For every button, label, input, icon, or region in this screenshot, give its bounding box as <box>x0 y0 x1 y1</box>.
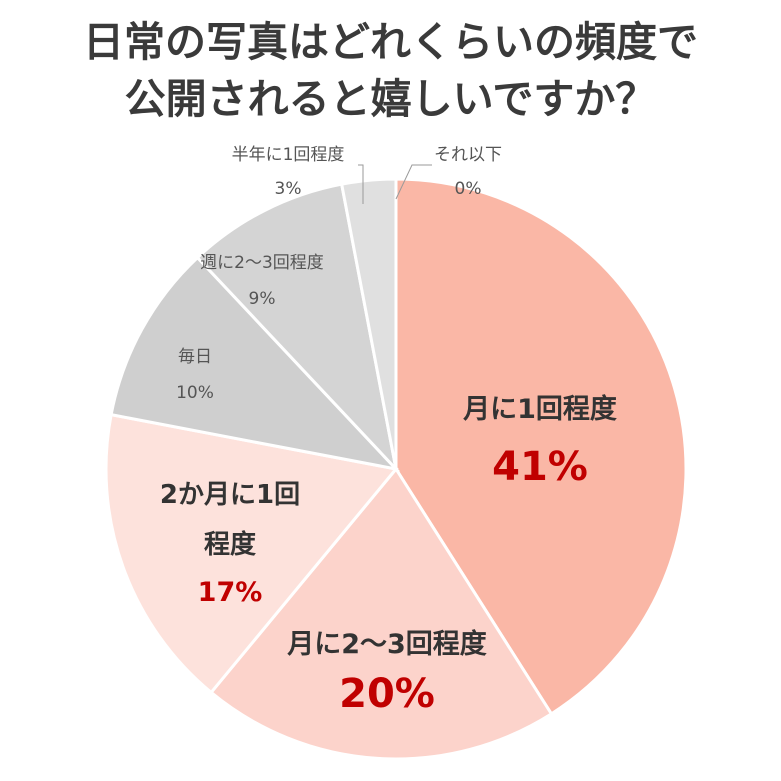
slice-3-label: 毎日 <box>178 347 212 367</box>
slice-3-value: 10% <box>176 383 214 403</box>
slice-3-wedge <box>109 255 401 472</box>
chart-title-line-1: 日常の写真はどれくらいの頻度で <box>83 18 698 66</box>
chart-title: 日常の写真はどれくらいの頻度で 公開されると嬉しいですか？ <box>0 14 781 128</box>
slice-4-wedge <box>195 182 399 474</box>
slice-2-wedge <box>104 412 399 695</box>
slice-0-label: 月に1回程度 <box>462 393 617 425</box>
slice-5-label: 半年に1回程度 <box>232 145 345 165</box>
slice-4-label: 週に2〜3回程度 <box>200 253 324 273</box>
slice-4-value: 9% <box>249 289 276 309</box>
slice-6-label: それ以下 <box>434 145 502 165</box>
slice-1-wedge <box>209 466 554 761</box>
slice-6-value: 0% <box>455 179 482 199</box>
slice-0-value: 41% <box>492 444 588 490</box>
chart-title-line-2: 公開されると嬉しいですか？ <box>124 75 657 123</box>
slice-2-label-line-2: 程度 <box>204 529 256 560</box>
slice-5-value: 3% <box>275 179 302 199</box>
slice-1-value: 20% <box>339 671 435 717</box>
slice-5-leader-line <box>358 164 364 204</box>
slice-2-label: 2か月に1回 <box>160 480 300 510</box>
slice-6-leader-line <box>395 164 432 200</box>
slice-2-value: 17% <box>198 577 263 608</box>
slice-1-label: 月に2〜3回程度 <box>286 628 487 660</box>
slice-0-wedge <box>394 177 688 716</box>
